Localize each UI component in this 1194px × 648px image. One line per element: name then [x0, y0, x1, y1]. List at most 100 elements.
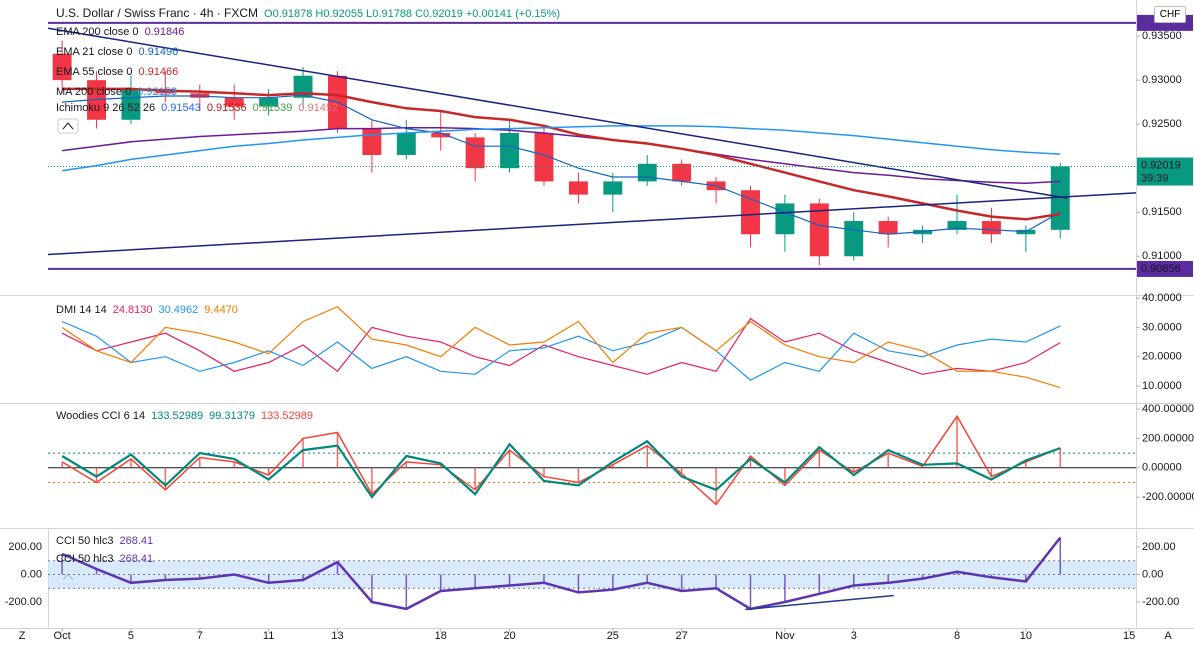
x-tick-label: 15 [1123, 630, 1135, 642]
candle-body [672, 163, 692, 182]
candle-body [534, 132, 554, 182]
series-line [61, 317, 1061, 375]
candle-body [259, 97, 279, 107]
candle-body [844, 221, 864, 257]
x-tick-label: 3 [851, 630, 857, 642]
legend-row: CCI 50 hlc3 268.41 [56, 534, 159, 548]
legend-row: EMA 21 close 0 0.91496 [56, 45, 184, 59]
candle-body [568, 181, 588, 195]
trend-line [48, 192, 1136, 256]
x-tick-label: 25 [607, 630, 619, 642]
legend-row: MA 200 close 0 0.92158 [56, 85, 183, 99]
legend-row: Ichimoku 9 26 52 26 0.91543 0.91536 0.91539… [56, 101, 344, 115]
x-tick-label: 27 [676, 630, 688, 642]
pane [61, 306, 1061, 389]
y-tick-label: 0.91000 [1142, 250, 1182, 262]
legend-name: Ichimoku 9 26 52 26 [56, 102, 156, 114]
pane [48, 536, 1136, 611]
legend-row: CCI 50 hlc3 268.41 [56, 552, 159, 566]
legend-value: 133.52989 [260, 410, 313, 422]
legend-value: 268.41 [119, 553, 154, 565]
x-tick-label: Nov [775, 630, 795, 642]
collapse-icon [62, 122, 74, 130]
legend-value: 0.91543 [161, 102, 201, 114]
candle-body [775, 203, 795, 235]
candle-body [396, 132, 416, 155]
countdown: 39:39 [1141, 172, 1169, 184]
y-tick-label: 200.00000 [1142, 432, 1194, 444]
y-tick-label: 40.0000 [1142, 292, 1182, 304]
series-line [61, 125, 1061, 172]
legend-value: 0.91452 [298, 102, 339, 114]
legend-row: U.S. Dollar / Swiss Franc · 4h · FXCM O0.… [56, 6, 566, 21]
y-tick-label: 200.00 [1142, 541, 1176, 553]
ohlc: O0.91878 H0.92055 L0.91788 C0.92019 +0.0… [264, 8, 561, 20]
legend-value: 0.91496 [138, 46, 179, 58]
legend-name: EMA 55 close 0 [56, 66, 133, 78]
pane [48, 21, 1136, 270]
candle-body [465, 137, 485, 169]
series-line [61, 536, 1062, 611]
legend-row: Woodies CCI 6 14 133.52989 99.31379 133.529… [56, 409, 319, 423]
legend-row: EMA 200 close 0 0.91846 [56, 25, 190, 39]
y-tick-label: 10.0000 [1142, 380, 1182, 392]
currency-button[interactable]: CHF [1154, 6, 1186, 23]
candle-body [431, 132, 451, 138]
legend-value: 24.8130 [112, 304, 153, 316]
candle-body [224, 97, 244, 107]
last-price-label: 0.92019 [1141, 159, 1181, 171]
x-tick-label: 7 [197, 630, 203, 642]
y-tick-label: 0.92500 [1142, 118, 1182, 130]
y-tick-label: 0.00000 [1142, 462, 1182, 474]
candle-body [500, 132, 520, 169]
legend-row: EMA 55 close 0 0.91466 [56, 65, 184, 79]
x-tick-label: 11 [263, 630, 274, 642]
pane [48, 414, 1136, 506]
legend-name: CCI 50 hlc3 [56, 553, 114, 565]
x-tick-label: Oct [54, 630, 71, 642]
series-line [62, 126, 1061, 184]
legend-value: 99.31379 [209, 410, 255, 422]
auto-scale-button[interactable]: A [1164, 630, 1172, 642]
candle-body [981, 221, 1001, 235]
y-tick-label: -200.00 [1142, 596, 1179, 608]
y-tick-label: 400.00000 [1142, 403, 1194, 415]
y-tick-label: 30.0000 [1142, 321, 1182, 333]
x-tick-label: 18 [435, 630, 447, 642]
legend-row: DMI 14 14 24.8130 30.4962 9.4470 [56, 303, 244, 317]
legend-name: EMA 200 close 0 [56, 26, 139, 38]
candle-body [637, 163, 657, 182]
x-tick-label: 10 [1020, 630, 1032, 642]
legend-value: 9.4470 [204, 304, 238, 316]
trend-line [745, 594, 894, 611]
candle-body [52, 53, 72, 81]
legend-name: DMI 14 14 [56, 304, 107, 316]
y-tick-label: 0.93500 [1142, 30, 1182, 42]
legend-name: MA 200 close 0 [56, 86, 132, 98]
x-tick-label: 13 [331, 630, 343, 642]
candle-body [809, 203, 829, 257]
y-tick-label: 20.0000 [1142, 351, 1182, 363]
symbol-title: U.S. Dollar / Swiss Franc · 4h · FXCM [56, 6, 259, 20]
series-line [61, 320, 1061, 381]
candle-body [293, 75, 313, 98]
x-tick-label: 8 [954, 630, 960, 642]
y-tick-label-left: 0.00 [21, 568, 42, 580]
y-tick-label: 0.91500 [1142, 206, 1182, 218]
candle-body [603, 181, 623, 195]
y-tick-label: -200.00000 [1142, 491, 1194, 503]
series-line [62, 87, 1061, 221]
price-tag [1137, 260, 1193, 277]
y-tick-label: 0.93000 [1142, 74, 1182, 86]
y-tick-label-left: 200.00 [8, 541, 42, 553]
legend-value: 30.4962 [158, 304, 199, 316]
x-tick-label: 5 [128, 630, 134, 642]
timezone-button[interactable]: Z [19, 630, 26, 642]
y-tick-label: 0.00 [1142, 568, 1163, 580]
collapse-button[interactable] [57, 118, 79, 134]
legend-value: 0.91846 [144, 26, 185, 38]
legend-value: 268.41 [119, 535, 154, 547]
x-tick-label: 20 [503, 630, 515, 642]
legend-value: 133.52989 [151, 410, 204, 422]
legend-name: EMA 21 close 0 [56, 46, 133, 58]
